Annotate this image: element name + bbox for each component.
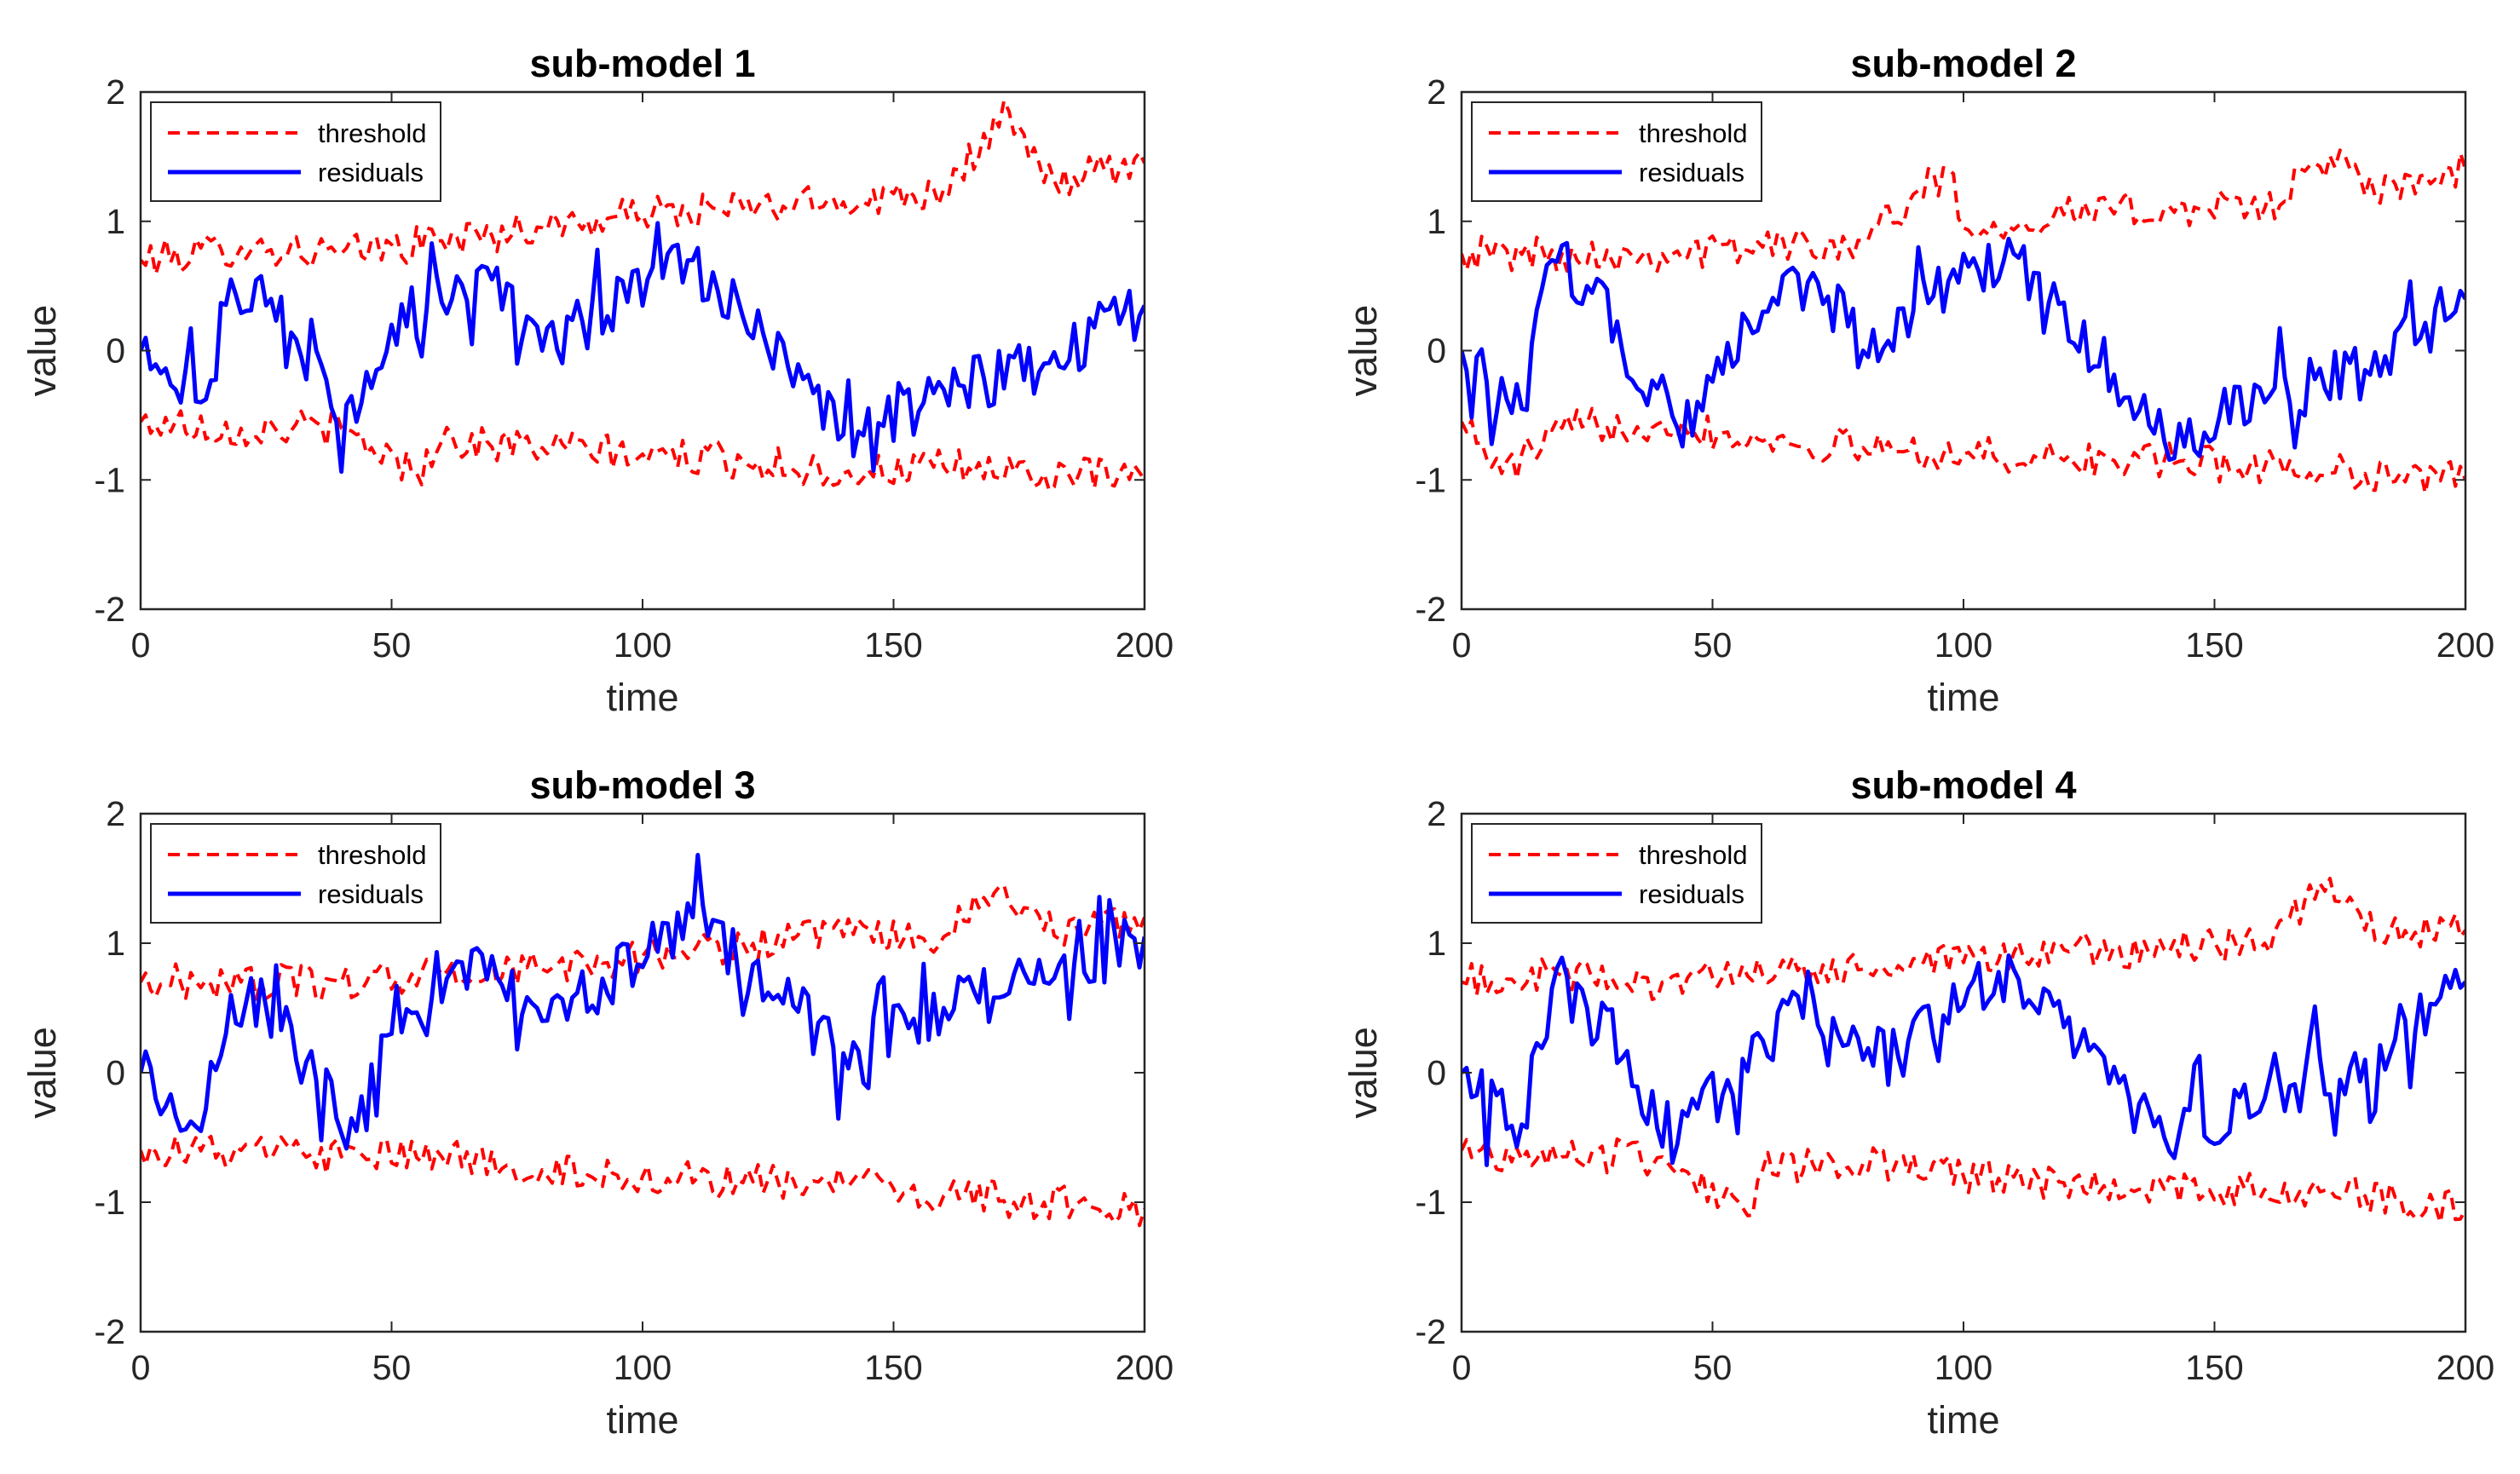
x-tick-label: 200 (1116, 1348, 1174, 1387)
legend-entry-label: threshold (1639, 840, 1748, 870)
legend: threshold residuals (1471, 101, 1762, 202)
x-tick-label: 0 (1452, 1348, 1472, 1387)
x-tick-label: 150 (2185, 625, 2243, 665)
y-tick-label: 0 (1427, 1053, 1446, 1092)
legend: threshold residuals (150, 101, 441, 202)
y-tick-label: -1 (95, 460, 125, 499)
subplot-3: 0 50 100 150 200 -2 -1 0 1 2 sub-model 3 time value t… (20, 763, 1174, 1442)
x-tick-label: 0 (131, 1348, 151, 1387)
chart-title: sub-model 4 (1850, 763, 2076, 807)
y-tick-label: 1 (106, 924, 125, 963)
x-tick-label: 0 (1452, 625, 1472, 665)
y-axis-label: value (1341, 305, 1385, 397)
series-group (141, 99, 1145, 492)
threshold-lower-line (1462, 406, 2465, 495)
threshold-upper-line (141, 99, 1145, 276)
legend-entry-label: threshold (1639, 118, 1748, 148)
y-axis-label: value (20, 305, 64, 397)
y-tick-label: 2 (1427, 794, 1446, 833)
x-tick-label: 100 (614, 1348, 672, 1387)
x-axis-label: time (606, 1398, 678, 1442)
y-axis-label: value (20, 1027, 64, 1119)
legend-entry-label: residuals (318, 879, 424, 909)
y-tick-label: -1 (1416, 460, 1446, 499)
x-tick-label: 50 (1693, 1348, 1733, 1387)
y-tick-label: 2 (106, 72, 125, 112)
threshold-lower-line (1462, 1137, 2465, 1224)
legend-box (1471, 101, 1762, 202)
chart-title: sub-model 3 (529, 763, 755, 807)
x-tick-label: 50 (1693, 625, 1733, 665)
x-tick-label: 0 (131, 625, 151, 665)
subplot-4: 0 50 100 150 200 -2 -1 0 1 2 sub-model 4 time value t… (1341, 763, 2494, 1442)
series-group (141, 853, 1145, 1228)
y-axis-label: value (1341, 1027, 1385, 1119)
x-axis-label: time (1927, 676, 1999, 719)
x-tick-label: 100 (1935, 1348, 1992, 1387)
y-tick-label: -2 (95, 590, 125, 629)
x-tick-label: 150 (864, 1348, 922, 1387)
chart-title: sub-model 2 (1850, 42, 2076, 85)
x-tick-label: 200 (1116, 625, 1174, 665)
series-group (1462, 148, 2465, 495)
subplot-1: 0 50 100 150 200 -2 -1 0 1 2 sub-model 1 time value t… (20, 42, 1174, 719)
residuals-line (1462, 953, 2465, 1167)
legend-box (150, 101, 441, 202)
threshold-upper-line (1462, 877, 2465, 1001)
y-tick-label: 1 (1427, 924, 1446, 963)
legend-entry-label: threshold (318, 118, 427, 148)
residuals-line (1462, 236, 2465, 463)
x-tick-label: 50 (372, 625, 412, 665)
x-tick-label: 50 (372, 1348, 412, 1387)
legend-box (1471, 823, 1762, 924)
legend-box (150, 823, 441, 924)
series-group (1462, 877, 2465, 1224)
x-tick-label: 150 (864, 625, 922, 665)
x-tick-label: 100 (1935, 625, 1992, 665)
residuals-line (141, 853, 1145, 1151)
subplot-2: 0 50 100 150 200 -2 -1 0 1 2 sub-model 2 time value t… (1341, 42, 2494, 719)
y-tick-label: -2 (95, 1312, 125, 1351)
threshold-upper-line (141, 883, 1145, 1002)
x-tick-label: 200 (2436, 625, 2494, 665)
x-tick-label: 200 (2436, 1348, 2494, 1387)
chart-title: sub-model 1 (529, 42, 755, 85)
y-tick-label: 0 (1427, 331, 1446, 371)
threshold-lower-line (141, 1134, 1145, 1228)
y-tick-label: -2 (1416, 590, 1446, 629)
x-tick-label: 100 (614, 625, 672, 665)
x-axis-label: time (1927, 1398, 1999, 1442)
threshold-upper-line (1462, 148, 2465, 273)
legend-entry-label: threshold (318, 840, 427, 870)
residuals-line (141, 221, 1145, 475)
legend: threshold residuals (150, 823, 441, 924)
legend-entry-label: residuals (1639, 158, 1744, 187)
y-tick-label: -2 (1416, 1312, 1446, 1351)
y-tick-label: 1 (106, 202, 125, 241)
y-tick-label: 0 (106, 1053, 125, 1092)
x-axis-label: time (606, 676, 678, 719)
y-tick-label: 2 (106, 794, 125, 833)
threshold-lower-line (141, 409, 1145, 492)
y-tick-label: 0 (106, 331, 125, 371)
y-tick-label: -1 (1416, 1183, 1446, 1222)
y-tick-label: 1 (1427, 202, 1446, 241)
legend-entry-label: residuals (1639, 879, 1744, 909)
y-tick-label: 2 (1427, 72, 1446, 112)
legend: threshold residuals (1471, 823, 1762, 924)
x-tick-label: 150 (2185, 1348, 2243, 1387)
legend-entry-label: residuals (318, 158, 424, 187)
y-tick-label: -1 (95, 1183, 125, 1222)
